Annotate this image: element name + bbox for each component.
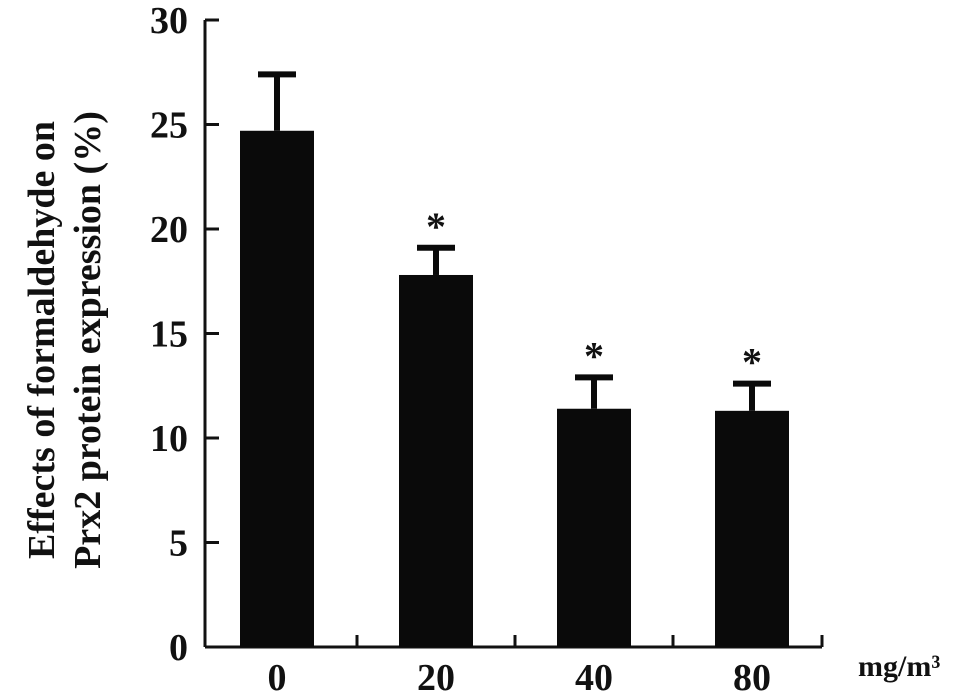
x-unit-label: mg/m³ bbox=[858, 650, 940, 683]
y-tick-label: 25 bbox=[150, 105, 188, 147]
x-tick-label: 0 bbox=[268, 657, 287, 699]
significance-asterisk: * bbox=[426, 204, 446, 249]
x-tick-label: 40 bbox=[575, 657, 613, 699]
y-axis-title: Effects of formaldehyde on Prx2 protein … bbox=[21, 111, 109, 569]
y-tick-label: 0 bbox=[169, 627, 188, 669]
x-tick-labels: 0 20 40 80 bbox=[268, 657, 772, 699]
y-axis-title-line-2: Prx2 protein expression (%) bbox=[67, 111, 109, 569]
bar bbox=[240, 130, 314, 647]
bar bbox=[557, 408, 631, 647]
significance-asterisk: * bbox=[584, 333, 604, 378]
x-tick-label: 20 bbox=[417, 657, 455, 699]
x-tick-label: 80 bbox=[733, 657, 771, 699]
error-bars bbox=[258, 71, 771, 411]
y-tick-label: 10 bbox=[150, 418, 188, 460]
y-tick-label: 5 bbox=[169, 523, 188, 565]
significance-asterisk: * bbox=[742, 340, 762, 385]
y-axis-title-line-1: Effects of formaldehyde on bbox=[21, 121, 63, 559]
y-tick-labels: 0 5 10 15 20 25 30 bbox=[150, 0, 188, 669]
significance-marks: * * * bbox=[426, 204, 762, 385]
bars bbox=[240, 130, 789, 647]
bar bbox=[715, 410, 789, 647]
bar bbox=[399, 274, 473, 647]
y-tick-label: 30 bbox=[150, 0, 188, 42]
y-tick-label: 15 bbox=[150, 314, 188, 356]
y-tick-label: 20 bbox=[150, 209, 188, 251]
